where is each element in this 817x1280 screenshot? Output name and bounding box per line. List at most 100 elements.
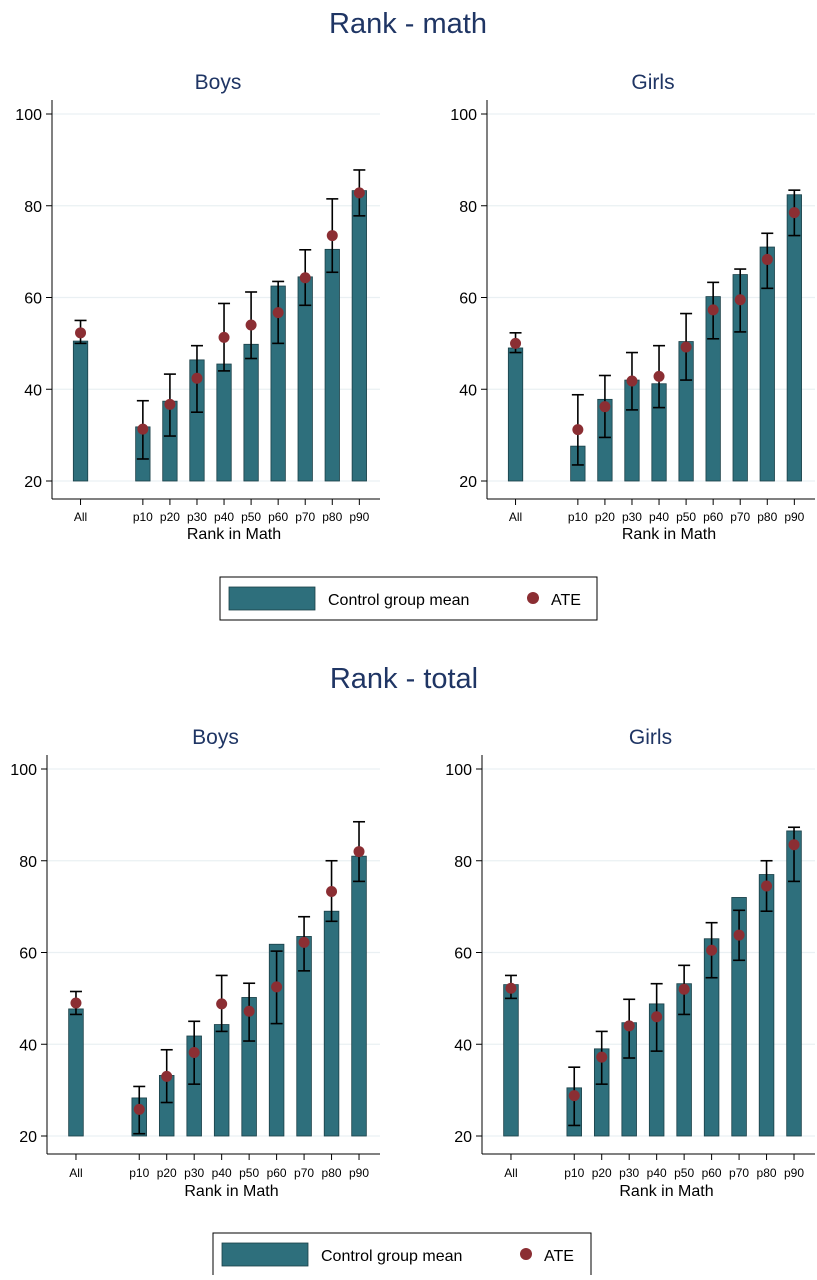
x-tick-label: p30 bbox=[184, 1166, 204, 1180]
ate-point bbox=[272, 307, 284, 319]
bar bbox=[213, 1024, 230, 1137]
ate-point bbox=[505, 982, 517, 994]
y-tick-label: 60 bbox=[459, 291, 477, 308]
legend-ate-label: ATE bbox=[544, 1248, 574, 1265]
y-tick-label: 40 bbox=[24, 382, 42, 399]
ate-point bbox=[218, 331, 230, 343]
ate-point bbox=[651, 1011, 663, 1023]
chart-panel-rank-mathboys: Boys 20 40 60 80 100 All p10 p20 p30 p40 p50 p60 p70 p… bbox=[15, 71, 380, 543]
y-tick-label: 80 bbox=[19, 854, 37, 871]
bar bbox=[786, 194, 802, 482]
ate-point bbox=[164, 398, 176, 410]
bar bbox=[507, 347, 524, 482]
ate-point bbox=[761, 253, 773, 265]
x-tick-label: p40 bbox=[214, 510, 234, 524]
ate-point bbox=[568, 1090, 580, 1102]
bar bbox=[72, 340, 89, 482]
ate-point bbox=[133, 1103, 145, 1115]
panel-title: Girls bbox=[629, 726, 672, 749]
ate-point bbox=[788, 207, 800, 219]
ate-point bbox=[733, 929, 745, 941]
y-tick-label: 80 bbox=[24, 199, 42, 216]
x-tick-label: p20 bbox=[160, 510, 180, 524]
ate-point bbox=[680, 341, 692, 353]
y-tick-label: 40 bbox=[19, 1037, 37, 1054]
ate-point bbox=[653, 370, 665, 382]
ate-point bbox=[188, 1047, 200, 1059]
ate-point bbox=[75, 327, 87, 339]
legend-ate-swatch bbox=[520, 1248, 532, 1260]
x-tick-label: p80 bbox=[322, 510, 342, 524]
ate-point bbox=[161, 1070, 173, 1082]
bar bbox=[243, 343, 259, 482]
y-tick-label: 100 bbox=[445, 762, 472, 779]
x-tick-label: p30 bbox=[619, 1166, 639, 1180]
x-tick-label: p30 bbox=[622, 510, 642, 524]
x-axis-title: Rank in Math bbox=[184, 1183, 278, 1200]
ate-point bbox=[706, 944, 718, 956]
y-tick-label: 100 bbox=[15, 107, 42, 124]
x-tick-label: All bbox=[504, 1166, 517, 1180]
x-tick-label: p50 bbox=[676, 510, 696, 524]
y-tick-label: 100 bbox=[450, 107, 477, 124]
x-tick-label: p60 bbox=[702, 1166, 722, 1180]
y-tick-label: 100 bbox=[10, 762, 37, 779]
ate-point bbox=[271, 981, 283, 993]
y-tick-label: 20 bbox=[19, 1129, 37, 1146]
bar bbox=[268, 943, 285, 1137]
bar bbox=[731, 897, 747, 1137]
legend: Control group mean ATE bbox=[219, 576, 598, 621]
x-tick-label: p70 bbox=[730, 510, 750, 524]
y-tick-label: 60 bbox=[19, 946, 37, 963]
x-tick-label: p80 bbox=[757, 510, 777, 524]
ate-point bbox=[626, 375, 638, 387]
bar bbox=[351, 855, 367, 1137]
ate-point bbox=[70, 997, 82, 1009]
bar bbox=[323, 910, 340, 1137]
ate-point bbox=[137, 423, 149, 435]
legend-bar-label: Control group mean bbox=[328, 592, 469, 609]
y-tick-label: 20 bbox=[459, 474, 477, 491]
bar bbox=[503, 984, 519, 1137]
ate-point bbox=[245, 319, 257, 331]
legend-ate-swatch bbox=[527, 592, 539, 604]
chart-panel-rank-mathgirls: Girls 20 40 60 80 100 All p10 p20 p30 p40 p50 p60 p70… bbox=[450, 71, 815, 543]
x-tick-label: p40 bbox=[649, 510, 669, 524]
legend-bar-label: Control group mean bbox=[321, 1248, 462, 1265]
ate-point bbox=[678, 983, 690, 995]
x-tick-label: p90 bbox=[349, 1166, 369, 1180]
x-tick-label: p10 bbox=[129, 1166, 149, 1180]
bar bbox=[297, 276, 313, 482]
panel-title: Boys bbox=[195, 71, 242, 94]
bar bbox=[68, 1008, 84, 1137]
x-tick-label: p60 bbox=[267, 1166, 287, 1180]
ate-point bbox=[510, 337, 522, 349]
legend-ate-label: ATE bbox=[551, 592, 581, 609]
x-tick-label: p80 bbox=[757, 1166, 777, 1180]
x-tick-label: p10 bbox=[564, 1166, 584, 1180]
y-tick-label: 80 bbox=[459, 199, 477, 216]
x-tick-label: All bbox=[509, 510, 522, 524]
x-tick-label: p20 bbox=[595, 510, 615, 524]
y-tick-label: 20 bbox=[24, 474, 42, 491]
x-tick-label: p30 bbox=[187, 510, 207, 524]
y-tick-label: 60 bbox=[24, 291, 42, 308]
x-tick-label: p80 bbox=[322, 1166, 342, 1180]
ate-point bbox=[761, 880, 773, 892]
ate-point bbox=[707, 304, 719, 316]
ate-point bbox=[216, 998, 228, 1010]
section-title: Rank - total bbox=[330, 663, 478, 695]
x-tick-label: All bbox=[74, 510, 87, 524]
legend: Control group mean ATE bbox=[212, 1232, 592, 1277]
x-tick-label: p10 bbox=[568, 510, 588, 524]
x-tick-label: p90 bbox=[784, 1166, 804, 1180]
x-tick-label: p50 bbox=[239, 1166, 259, 1180]
ate-point bbox=[243, 1005, 255, 1017]
x-tick-label: p60 bbox=[268, 510, 288, 524]
bar bbox=[758, 874, 775, 1137]
ate-point bbox=[326, 230, 338, 242]
chart-panel-rank-totalboys: Boys 20 40 60 80 100 All p10 p20 p30 p40 p50 p60 p70 p… bbox=[10, 726, 380, 1200]
panel-title: Boys bbox=[192, 726, 239, 749]
